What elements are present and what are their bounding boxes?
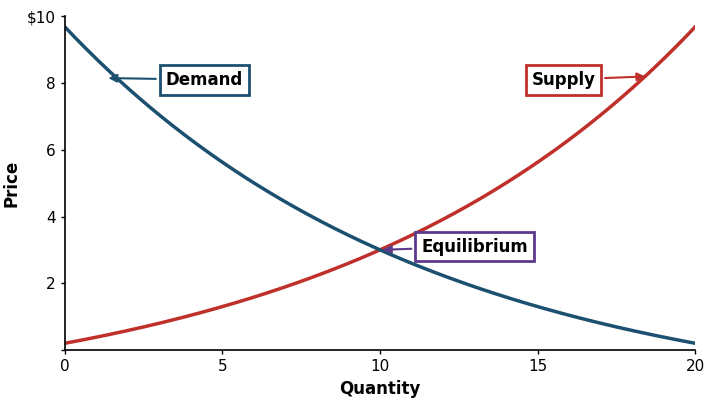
- Y-axis label: Price: Price: [3, 160, 21, 207]
- X-axis label: Quantity: Quantity: [339, 380, 421, 398]
- Text: Demand: Demand: [110, 71, 243, 89]
- Text: Equilibrium: Equilibrium: [385, 238, 528, 256]
- Text: Supply: Supply: [531, 71, 643, 89]
